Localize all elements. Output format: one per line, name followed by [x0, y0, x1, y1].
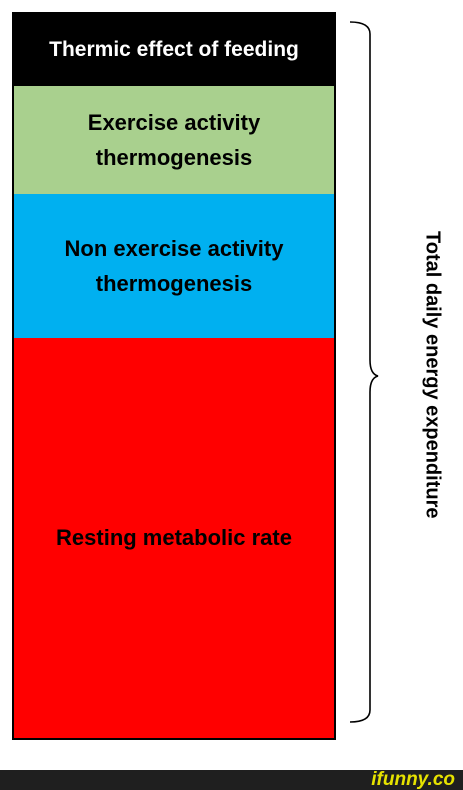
segment-label-tef: Thermic effect of feeding — [49, 38, 299, 61]
total-label-text: Total daily energy expenditure — [421, 231, 444, 519]
footer-bar: ifunny.co — [0, 770, 463, 790]
segment-non-exercise-activity-thermogenesis: Non exercise activity thermogenesis — [14, 194, 334, 338]
segment-label-neat: Non exercise activity thermogenesis — [64, 236, 284, 296]
segment-resting-metabolic-rate: Resting metabolic rate — [14, 338, 334, 738]
total-daily-energy-expenditure-label: Total daily energy expenditure — [417, 195, 447, 555]
segment-label-eat: Exercise activity thermogenesis — [87, 110, 261, 170]
segment-thermic-effect-of-feeding: Thermic effect of feeding — [14, 14, 334, 86]
segment-exercise-activity-thermogenesis: Exercise activity thermogenesis — [14, 86, 334, 194]
ifunny-watermark: ifunny.co — [371, 769, 455, 790]
curly-brace-icon — [349, 21, 379, 723]
energy-expenditure-stack: Thermic effect of feeding Exercise activ… — [12, 12, 336, 740]
segment-label-rmr: Resting metabolic rate — [56, 525, 292, 550]
